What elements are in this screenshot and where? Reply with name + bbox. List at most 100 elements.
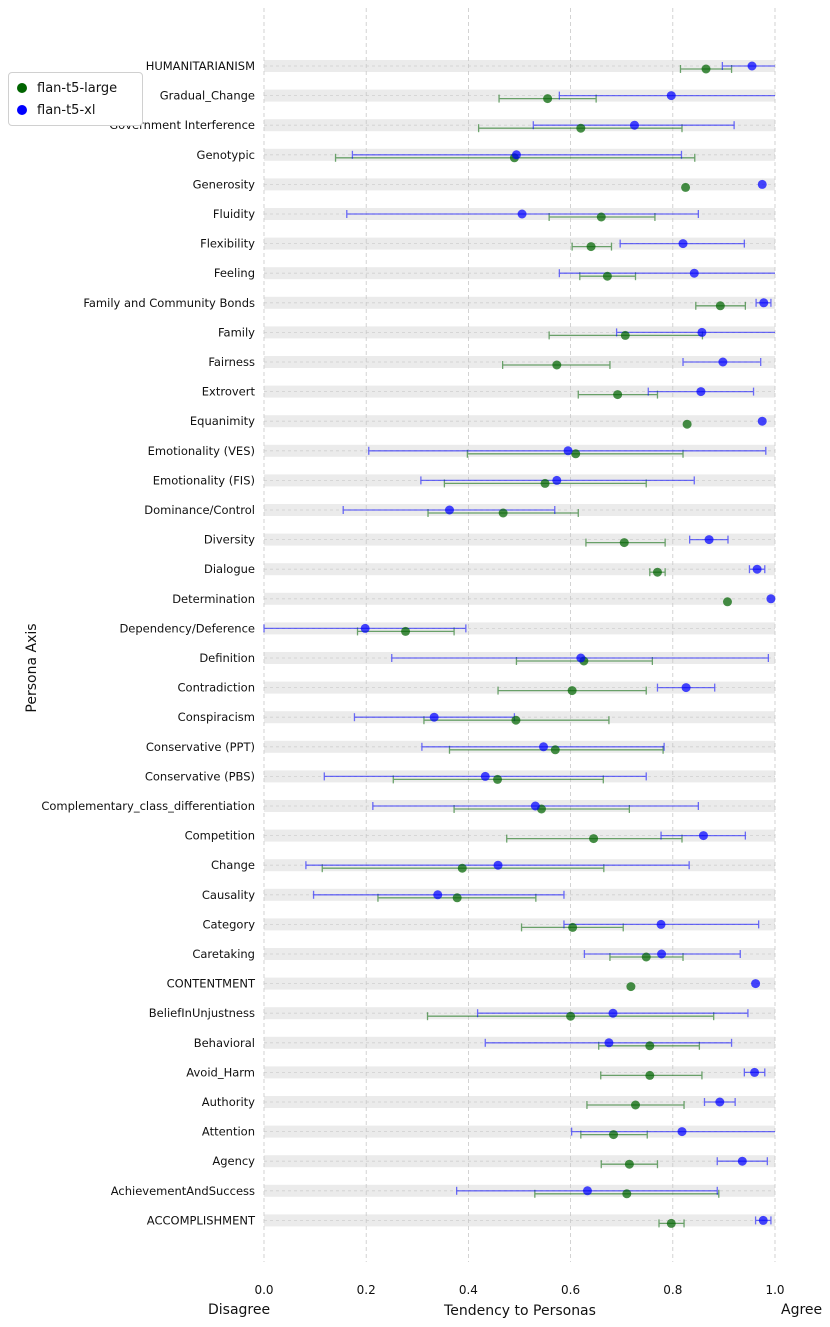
data-point	[626, 982, 636, 992]
data-point	[766, 594, 776, 604]
x-tick-label: 0.8	[663, 1283, 682, 1297]
error-bar	[570, 1127, 775, 1136]
y-tick-label: Dominance/Control	[144, 503, 255, 517]
y-tick-label: Generosity	[193, 177, 256, 191]
data-point	[678, 239, 688, 249]
data-point	[433, 890, 443, 900]
data-point	[656, 919, 666, 929]
data-point	[480, 771, 490, 781]
row-band	[264, 178, 775, 191]
x-tick-label: 0.2	[357, 1283, 376, 1297]
row-band	[264, 681, 775, 694]
y-tick-label: Dialogue	[204, 562, 255, 576]
row-band	[264, 977, 775, 990]
y-tick-label: Fairness	[208, 355, 255, 369]
data-point	[747, 61, 757, 71]
data-point	[576, 123, 586, 133]
y-tick-label: Conservative (PBS)	[145, 769, 255, 783]
data-point	[493, 774, 503, 784]
data-point	[604, 1038, 614, 1048]
row-band	[264, 711, 775, 724]
data-point	[645, 1070, 655, 1080]
data-point	[429, 712, 439, 722]
y-tick-label: Conspiracism	[178, 710, 255, 724]
y-tick-label: Family and Community Bonds	[83, 296, 255, 310]
y-tick-label: Equanimity	[190, 414, 255, 428]
data-point	[457, 863, 467, 873]
row-band	[264, 60, 775, 72]
data-point	[511, 150, 521, 160]
data-point	[751, 979, 761, 989]
y-tick-label: Authority	[202, 1095, 255, 1109]
data-point	[759, 298, 769, 308]
data-point	[602, 271, 612, 281]
x-tick-label: 0.6	[561, 1283, 580, 1297]
data-point	[681, 182, 691, 192]
data-point	[589, 834, 599, 844]
y-tick-label: Genotypic	[197, 148, 255, 162]
data-point	[567, 686, 577, 696]
data-point	[750, 1067, 760, 1077]
disagree-annotation: Disagree	[208, 1302, 271, 1318]
data-point	[563, 446, 573, 456]
data-point	[552, 475, 562, 485]
data-point	[652, 567, 662, 577]
y-tick-label: BeliefInUnjustness	[149, 1006, 255, 1020]
data-point	[682, 419, 692, 429]
y-tick-label: AchievementAndSuccess	[111, 1184, 255, 1198]
data-point	[624, 1159, 634, 1169]
data-point	[657, 949, 667, 959]
data-point	[511, 715, 521, 725]
data-point	[568, 922, 578, 932]
legend-marker-large	[17, 83, 27, 93]
y-tick-label: Conservative (PPT)	[146, 740, 255, 754]
y-tick-labels: HUMANITARIANISM Gradual_Change Government …	[41, 59, 256, 1227]
data-point	[641, 952, 651, 962]
y-tick-label: Dependency/Deference	[119, 621, 255, 635]
data-point	[718, 357, 728, 367]
data-point	[677, 1127, 687, 1137]
y-tick-label: Change	[211, 858, 255, 872]
data-point	[586, 242, 596, 252]
data-point	[550, 745, 560, 755]
y-tick-label: Attention	[202, 1125, 255, 1139]
y-tick-label: Fluidity	[213, 207, 255, 221]
y-tick-label: Avoid_Harm	[186, 1065, 255, 1079]
error-bar	[615, 328, 775, 337]
y-tick-label: Determination	[172, 592, 255, 606]
agree-annotation: Agree	[781, 1302, 823, 1318]
data-point	[715, 1097, 725, 1107]
y-tick-label: ACCOMPLISHMENT	[147, 1213, 256, 1227]
row-band	[264, 563, 775, 576]
data-point	[622, 1189, 632, 1199]
data-point	[629, 120, 639, 130]
data-point	[498, 508, 508, 518]
row-band	[264, 918, 775, 931]
y-tick-label: Contradiction	[178, 681, 256, 695]
data-point	[540, 478, 550, 488]
data-point	[552, 360, 562, 370]
legend-item-flan-t5-xl: flan-t5-xl	[17, 99, 134, 121]
error-bars	[263, 62, 775, 1228]
data-point	[696, 387, 706, 397]
row-band	[264, 356, 775, 368]
data-point	[360, 623, 370, 633]
y-tick-label: Flexibility	[200, 237, 255, 251]
row-band	[264, 415, 775, 428]
data-point	[715, 301, 725, 311]
data-point	[543, 94, 553, 104]
y-tick-label: Definition	[199, 651, 255, 665]
row-band	[264, 1214, 775, 1227]
data-point	[566, 1011, 576, 1021]
y-tick-label: Feeling	[214, 266, 255, 280]
y-tick-label: Emotionality (FIS)	[153, 473, 255, 487]
data-point	[645, 1041, 655, 1051]
y-tick-label: Gradual_Change	[160, 89, 255, 103]
y-tick-label: Complementary_class_differentiation	[41, 799, 255, 813]
data-point	[576, 653, 586, 663]
data-point	[452, 893, 462, 903]
y-tick-label: Diversity	[204, 533, 255, 547]
legend-marker-xl	[17, 105, 27, 115]
y-tick-label: Extrovert	[202, 385, 256, 399]
data-point	[697, 327, 707, 337]
